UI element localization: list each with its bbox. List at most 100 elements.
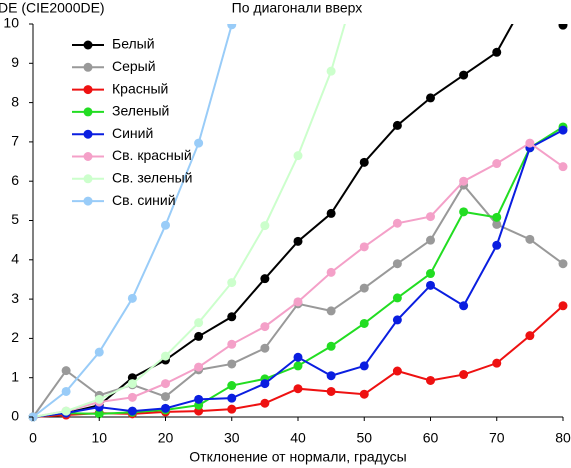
y-tick-label: 6 <box>11 172 19 188</box>
data-point <box>293 151 303 161</box>
x-axis-label: Отклонение от нормали, градусы <box>189 449 406 465</box>
data-point <box>392 259 402 269</box>
y-tick-label: 3 <box>11 290 19 306</box>
legend-marker <box>83 174 93 184</box>
legend-marker <box>83 40 93 50</box>
data-point <box>426 235 435 245</box>
x-tick-label: 70 <box>489 430 505 446</box>
data-point <box>94 409 104 419</box>
legend-label: Синий <box>112 125 153 141</box>
data-point <box>161 351 170 361</box>
legend-label: Св. синий <box>112 192 176 208</box>
data-point <box>426 375 435 385</box>
data-point <box>61 366 71 376</box>
data-point <box>161 220 170 230</box>
data-point <box>359 157 369 167</box>
data-point <box>426 212 435 222</box>
data-point <box>326 341 336 351</box>
data-point <box>525 331 535 341</box>
legend-label: Св. красный <box>112 147 192 163</box>
data-point <box>558 162 568 172</box>
data-point <box>260 379 270 389</box>
data-point <box>326 306 336 316</box>
legend-marker <box>83 107 93 117</box>
data-point <box>260 274 270 284</box>
x-tick-label: 0 <box>29 430 37 446</box>
data-point <box>326 208 336 218</box>
data-point <box>227 393 237 403</box>
data-point <box>94 394 104 404</box>
legend-marker <box>83 129 93 139</box>
data-point <box>525 234 535 244</box>
data-point <box>260 221 270 231</box>
data-point <box>459 70 469 80</box>
y-tick-label: 0 <box>11 408 19 424</box>
data-point <box>426 269 435 279</box>
data-point <box>359 318 369 328</box>
data-point <box>326 66 336 76</box>
data-point <box>492 358 502 368</box>
data-point <box>392 120 402 130</box>
data-point <box>161 403 170 413</box>
y-tick-label: 8 <box>11 93 19 109</box>
data-point <box>127 293 137 303</box>
legend-marker <box>83 152 93 161</box>
data-point <box>227 359 237 369</box>
x-tick-label: 50 <box>356 430 372 446</box>
data-point <box>492 219 502 229</box>
data-point <box>326 371 336 381</box>
data-point <box>492 47 502 57</box>
data-point <box>227 381 237 391</box>
data-point <box>94 347 104 357</box>
data-point <box>293 361 303 371</box>
series-line <box>32 24 346 418</box>
data-point <box>459 301 469 311</box>
data-point <box>227 404 237 414</box>
data-point <box>260 398 270 408</box>
data-point <box>194 362 204 372</box>
data-point <box>194 318 204 328</box>
data-point <box>293 236 303 246</box>
data-point <box>227 278 237 288</box>
data-point <box>194 394 204 404</box>
data-point <box>392 218 402 228</box>
y-tick-label: 4 <box>11 251 19 267</box>
data-point <box>326 267 336 277</box>
data-point <box>359 283 369 293</box>
data-point <box>227 24 237 30</box>
data-point <box>161 392 170 402</box>
data-point <box>525 138 535 148</box>
y-tick-label: 7 <box>11 133 19 149</box>
y-tick-label: 9 <box>11 54 19 70</box>
data-point <box>194 138 204 148</box>
plot-area <box>28 24 568 422</box>
data-point <box>392 366 402 376</box>
data-point <box>459 176 469 186</box>
data-point <box>293 297 303 307</box>
y-axis-label: DE (CIE2000DE) <box>0 0 105 16</box>
data-point <box>326 386 336 396</box>
data-point <box>194 331 204 341</box>
x-tick-label: 60 <box>423 430 439 446</box>
data-point <box>558 301 568 311</box>
data-point <box>492 212 502 222</box>
data-point <box>558 24 568 30</box>
legend-label: Зеленый <box>112 103 169 119</box>
data-point <box>161 379 170 389</box>
data-point <box>127 379 137 389</box>
data-point <box>459 370 469 380</box>
x-tick-label: 10 <box>91 430 107 446</box>
data-point <box>492 240 502 250</box>
data-point <box>558 125 568 135</box>
y-tick-label: 10 <box>3 15 19 31</box>
data-point <box>227 312 237 322</box>
legend-label: Св. зеленый <box>112 170 192 186</box>
y-tick-label: 1 <box>11 368 19 384</box>
legend-label: Белый <box>112 36 155 52</box>
legend-label: Серый <box>112 58 156 74</box>
data-point <box>127 406 137 416</box>
data-point <box>359 242 369 252</box>
legend-marker <box>83 62 93 72</box>
data-point <box>359 389 369 399</box>
